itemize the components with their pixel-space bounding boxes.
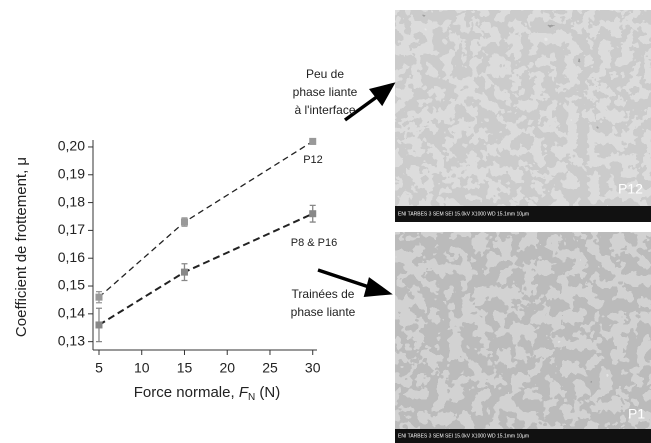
x-label-text: Force normale, (134, 384, 239, 401)
x-label-unit: (N) (255, 384, 280, 401)
y-tick-label: 0,18 (58, 193, 85, 209)
annotation-line: Peu de (306, 67, 344, 81)
arrow-head (368, 82, 396, 107)
x-label-subscript: N (248, 392, 255, 403)
marker (309, 210, 317, 218)
series-label: P8 & P16 (291, 237, 337, 249)
x-tick-label: 20 (219, 360, 235, 376)
sem-image-bottom: ENI TARBES 3 SEM SEI 15.0kV X1000 WD 15.… (395, 232, 651, 443)
image-label: P12 (618, 181, 643, 197)
x-tick-label: 30 (305, 360, 321, 376)
y-tick-label: 0,17 (58, 221, 85, 237)
caption-bar (395, 206, 651, 222)
image-caption: ENI TARBES 3 SEM SEI 15.0kV X1000 WD 15.… (398, 211, 529, 217)
series-label: P12 (303, 154, 323, 166)
annotation-line: Trainées de (292, 287, 355, 301)
y-tick-label: 0,19 (58, 165, 85, 181)
marker (95, 293, 103, 301)
x-tick-label: 25 (262, 360, 278, 376)
caption-bar (395, 429, 651, 443)
marker (95, 321, 103, 329)
arrow (343, 94, 380, 122)
x-label-symbol: F (239, 384, 249, 401)
y-tick-label: 0,14 (58, 305, 85, 321)
series-line (98, 140, 314, 298)
x-axis-label: Force normale, FN (N) (134, 384, 280, 403)
annotation-line: phase liante (291, 305, 356, 319)
x-tick-label: 10 (134, 360, 150, 376)
marker (309, 137, 317, 145)
y-tick-label: 0,13 (58, 332, 85, 348)
marker (180, 218, 188, 226)
annotation-line: à l'interface (295, 103, 356, 117)
annotation-line: phase liante (293, 85, 358, 99)
arrows (317, 82, 396, 297)
y-axis-label: Coefficient de frottement, μ (13, 157, 30, 337)
image-label: P1 (628, 406, 645, 422)
arrow (317, 268, 373, 290)
micrograph (395, 10, 651, 206)
micrograph (395, 232, 651, 429)
y-tick-label: 0,20 (58, 138, 85, 154)
y-tick-label: 0,15 (58, 277, 85, 293)
y-tick-label: 0,16 (58, 249, 85, 265)
x-tick-label: 5 (95, 360, 103, 376)
marker (180, 268, 188, 276)
x-tick-label: 15 (177, 360, 193, 376)
image-caption: ENI TARBES 3 SEM SEI 15.0kV X1000 WD 15.… (398, 433, 529, 439)
arrow-head (363, 277, 393, 297)
sem-image-top: ENI TARBES 3 SEM SEI 15.0kV X1000 WD 15.… (395, 10, 651, 222)
